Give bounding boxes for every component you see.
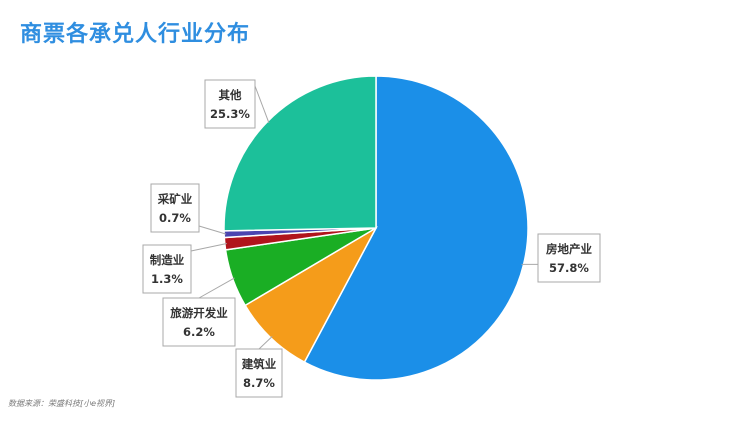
slice-value-label: 0.7% — [159, 211, 191, 225]
leader-line — [190, 243, 227, 252]
data-label-box — [162, 297, 236, 347]
data-label: 旅游开发业 6.2% — [162, 297, 236, 347]
leader-line — [254, 85, 270, 124]
data-label-box — [142, 244, 192, 294]
slice-label: 其他 — [219, 88, 242, 102]
slice-value-label: 6.2% — [183, 325, 215, 339]
data-label-box — [150, 183, 200, 233]
data-label: 采矿业 0.7% — [150, 183, 200, 233]
slice-label: 旅游开发业 — [170, 306, 228, 320]
data-label: 建筑业 8.7% — [235, 348, 283, 398]
pie-slice — [223, 75, 377, 232]
data-label-box — [537, 233, 601, 283]
data-label: 其他 25.3% — [204, 79, 256, 129]
leader-line — [198, 277, 235, 299]
data-label-box — [204, 79, 256, 129]
source-note: 数据来源：荣盛科技[小e视界] — [8, 399, 116, 408]
data-label-box — [235, 348, 283, 398]
slice-label: 房地产业 — [546, 242, 592, 256]
slice-value-label: 57.8% — [549, 261, 589, 275]
chart-title: 商票各承兑人行业分布 — [20, 22, 251, 47]
data-label: 房地产业 57.8% — [537, 233, 601, 283]
slice-value-label: 1.3% — [151, 272, 183, 286]
slice-value-label: 8.7% — [243, 376, 275, 390]
leader-line — [258, 336, 273, 350]
slice-label: 建筑业 — [242, 357, 277, 371]
data-label: 制造业 1.3% — [142, 244, 192, 294]
slice-label: 采矿业 — [157, 192, 193, 206]
slice-label: 制造业 — [150, 253, 185, 267]
leader-line — [198, 225, 227, 235]
slice-value-label: 25.3% — [210, 107, 250, 121]
